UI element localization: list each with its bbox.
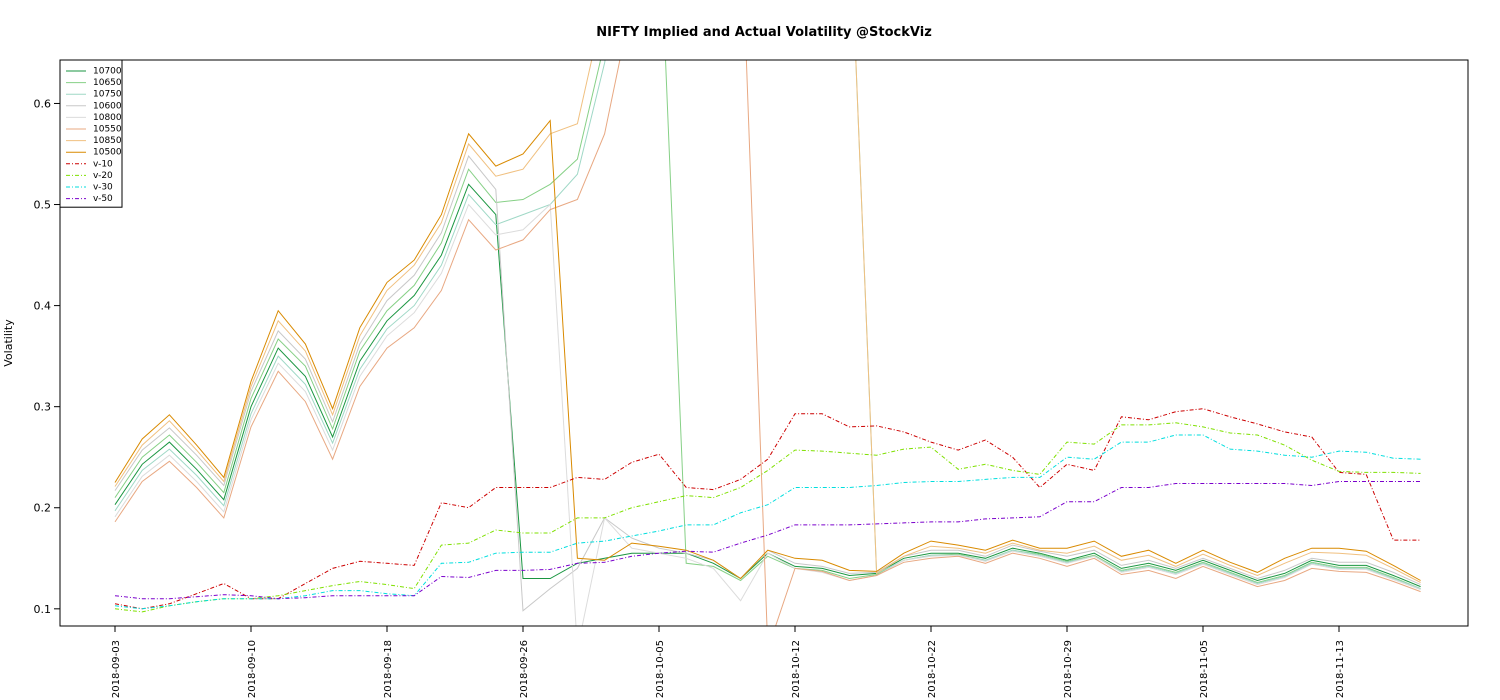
y-tick-label: 0.5 [34, 199, 52, 212]
x-tick-label: 2018-10-05 [655, 640, 666, 698]
x-tick-label: 2018-09-26 [519, 640, 530, 698]
x-tick-label: 2018-10-22 [927, 640, 938, 698]
series-line [114, 422, 1421, 613]
legend-label: v-50 [93, 194, 113, 204]
x-tick-label: 2018-11-13 [1335, 640, 1346, 698]
plot-lines [114, 60, 1421, 626]
x-tick-label: 2018-09-03 [111, 640, 122, 698]
legend-label: 10750 [93, 90, 122, 100]
series-line [114, 481, 1421, 600]
y-tick-label: 0.1 [34, 603, 52, 616]
legend-label: 10650 [93, 78, 122, 88]
series-line [114, 60, 1421, 590]
y-tick-label: 0.6 [34, 97, 52, 110]
series-line [114, 60, 1421, 590]
legend-box [59, 59, 123, 208]
y-axis-label: Volatility [2, 319, 15, 367]
legend-label: 10500 [93, 148, 122, 158]
y-tick-label: 0.3 [34, 401, 52, 414]
x-tick-label: 2018-10-12 [791, 640, 802, 698]
series-line [114, 408, 1421, 610]
legend-label: 10600 [93, 101, 122, 111]
plot-frame [59, 59, 1469, 627]
series-line [114, 119, 1421, 581]
y-tick-label: 0.2 [34, 502, 52, 515]
x-tick-label: 2018-10-29 [1063, 640, 1074, 698]
series-line [114, 60, 1421, 583]
series-line [114, 60, 1421, 626]
legend-label: v-20 [93, 171, 113, 181]
y-tick-label: 0.4 [34, 300, 52, 313]
x-tick-label: 2018-09-10 [247, 640, 258, 698]
x-tick-label: 2018-11-05 [1199, 640, 1210, 698]
chart-title: NIFTY Implied and Actual Volatility @Sto… [596, 25, 932, 40]
legend-label: 10850 [93, 136, 122, 146]
x-tick-label: 2018-09-18 [383, 640, 394, 698]
legend-label: v-10 [93, 159, 113, 169]
legend-label: 10700 [93, 67, 122, 77]
series-line [114, 203, 1421, 626]
legend-label: 10550 [93, 125, 122, 135]
series-line [114, 434, 1421, 610]
legend-label: v-30 [93, 183, 113, 193]
legend-label: 10800 [93, 113, 122, 123]
